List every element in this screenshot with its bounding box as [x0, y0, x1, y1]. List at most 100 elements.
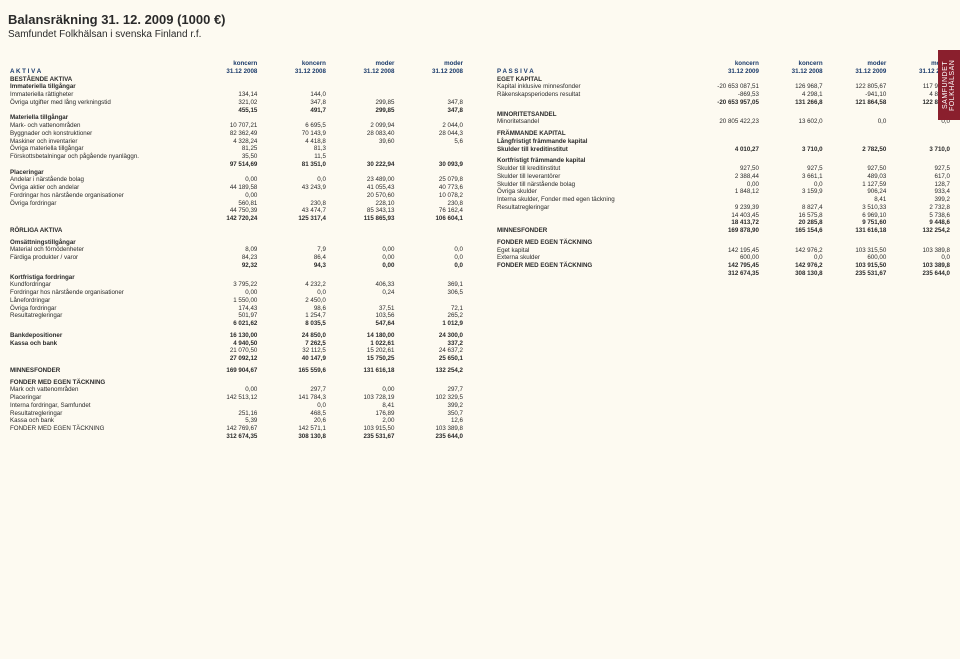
cell-value: 1 848,12: [678, 188, 761, 196]
cell-value: 7,9: [259, 246, 328, 254]
cell-value: 0,24: [328, 289, 397, 297]
cell-value: 24 850,0: [259, 332, 328, 340]
row-label: Långfristigt främmande kapital: [495, 138, 678, 146]
cell-value: 20 285,8: [761, 219, 825, 227]
col-head: koncern: [761, 60, 825, 68]
cell-value: -941,10: [825, 91, 889, 99]
cell-value: 0,0: [761, 254, 825, 262]
cell-value: 8,41: [328, 402, 397, 410]
cell-value: -20 653 087,51: [678, 83, 761, 91]
cell-value: 933,4: [888, 188, 952, 196]
cell-value: 142 571,1: [259, 425, 328, 433]
cell-value: 165 559,6: [259, 367, 328, 375]
cell-value: 265,2: [396, 312, 465, 320]
cell-value: 174,43: [191, 305, 260, 313]
col-date: 31.12 2008: [396, 68, 465, 76]
cell-value: 468,5: [259, 410, 328, 418]
cell-value: 81 351,0: [259, 161, 328, 169]
cell-value: 76 162,4: [396, 207, 465, 215]
cell-value: 142 976,2: [761, 262, 825, 270]
cell-value: 132 254,2: [396, 367, 465, 375]
cell-value: 0,0: [259, 176, 328, 184]
cell-value: 132 254,2: [888, 227, 952, 235]
cell-value: 103,56: [328, 312, 397, 320]
cell-value: 297,7: [396, 386, 465, 394]
cell-value: 455,15: [191, 107, 260, 115]
page-subtitle: Samfundet Folkhälsan i svenska Finland r…: [0, 27, 960, 40]
cell-value: 0,0: [259, 289, 328, 297]
cell-value: 24 300,0: [396, 332, 465, 340]
cell-value: 1 012,9: [396, 320, 465, 328]
row-label: FONDER MED EGEN TÄCKNING: [495, 239, 678, 247]
balance-columns: koncern koncern moder moder A K T I V A …: [0, 40, 960, 441]
cell-value: 28 083,40: [328, 130, 397, 138]
cell-value: 0,0: [825, 118, 889, 126]
cell-value: 134,14: [191, 91, 260, 99]
cell-value: [678, 196, 761, 204]
row-label: Andelar i närstående bolag: [8, 176, 191, 184]
cell-value: 98,6: [259, 305, 328, 313]
cell-value: 142 195,45: [678, 247, 761, 255]
cell-value: 131 616,18: [825, 227, 889, 235]
cell-value: 15 202,61: [328, 347, 397, 355]
cell-value: 617,0: [888, 173, 952, 181]
row-label: Skulder till leverantörer: [495, 173, 678, 181]
cell-value: 0,0: [761, 181, 825, 189]
cell-value: 28 044,3: [396, 130, 465, 138]
cell-value: 115 865,93: [328, 215, 397, 223]
cell-value: 126 968,7: [761, 83, 825, 91]
cell-value: 24 637,2: [396, 347, 465, 355]
aktiva-column: koncern koncern moder moder A K T I V A …: [8, 60, 465, 441]
cell-value: 169 878,90: [678, 227, 761, 235]
cell-value: 8 035,5: [259, 320, 328, 328]
side-tab: SAMFUNDET FOLKHÄLSAN: [938, 50, 960, 120]
cell-value: 3 510,33: [825, 204, 889, 212]
cell-value: 165 154,6: [761, 227, 825, 235]
cell-value: 144,0: [259, 91, 328, 99]
cell-value: 94,3: [259, 262, 328, 270]
cell-value: 2 099,94: [328, 122, 397, 130]
row-label: Maskiner och inventarier: [8, 138, 191, 146]
cell-value: 0,00: [328, 246, 397, 254]
cell-value: 39,60: [328, 138, 397, 146]
row-label: Mark- och vattenområden: [8, 122, 191, 130]
row-label: Resultatregleringar: [8, 410, 191, 418]
cell-value: [396, 145, 465, 153]
cell-value: 44 189,58: [191, 184, 260, 192]
row-label: Materiella tillgångar: [8, 114, 191, 122]
cell-value: 0,0: [396, 262, 465, 270]
cell-value: 1 550,00: [191, 297, 260, 305]
row-label: Interna skulder, Fonder med egen täcknin…: [495, 196, 678, 204]
cell-value: 13 602,0: [761, 118, 825, 126]
cell-value: 103 315,50: [825, 247, 889, 255]
cell-value: 230,8: [396, 200, 465, 208]
cell-value: [328, 91, 397, 99]
cell-value: 230,8: [259, 200, 328, 208]
cell-value: [191, 402, 260, 410]
row-label: MINORITETSANDEL: [495, 111, 678, 119]
cell-value: [328, 145, 397, 153]
cell-value: 35,50: [191, 153, 260, 161]
passiva-table: koncern koncern moder moder P A S S I V …: [495, 60, 952, 278]
cell-value: -869,53: [678, 91, 761, 99]
cell-value: 11,5: [259, 153, 328, 161]
cell-value: 72,1: [396, 305, 465, 313]
cell-value: 2 782,50: [825, 146, 889, 154]
cell-value: 106 604,1: [396, 215, 465, 223]
cell-value: 3 710,0: [888, 146, 952, 154]
row-label: Eget kapital: [495, 247, 678, 255]
row-label: RÖRLIGA AKTIVA: [8, 227, 191, 235]
cell-value: 121 864,58: [825, 99, 889, 107]
cell-value: 82 362,49: [191, 130, 260, 138]
cell-value: 97 514,69: [191, 161, 260, 169]
cell-value: 2,00: [328, 417, 397, 425]
row-label: Lånefordringar: [8, 297, 191, 305]
cell-value: 2 388,44: [678, 173, 761, 181]
cell-value: 0,00: [328, 254, 397, 262]
row-label: FRÄMMANDE KAPITAL: [495, 130, 678, 138]
row-label: Övriga utgifter med lång verkningstid: [8, 99, 191, 107]
row-label: Övriga fordringar: [8, 200, 191, 208]
cell-value: 5 738,6: [888, 212, 952, 220]
cell-value: 4 232,2: [259, 281, 328, 289]
cell-value: 103 389,8: [396, 425, 465, 433]
